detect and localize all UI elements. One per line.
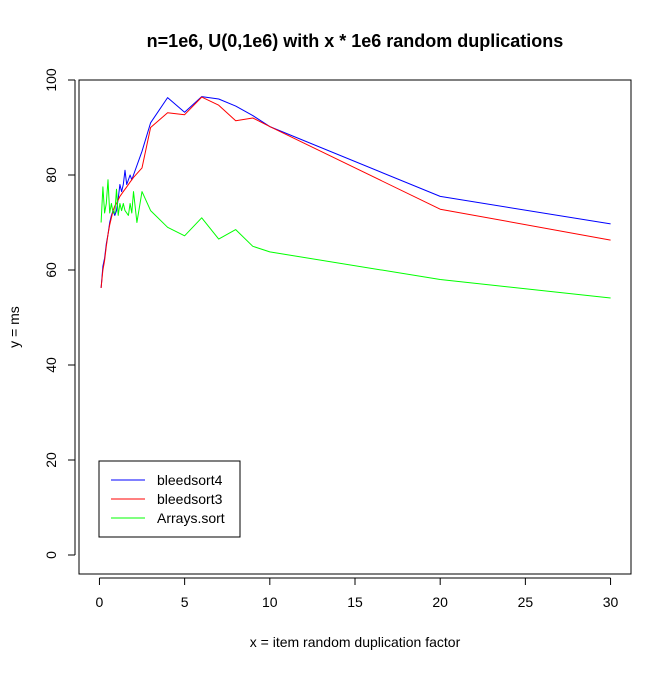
legend: bleedsort4 bleedsort3 Arrays.sort — [98, 460, 241, 538]
y-tick-label: 20 — [43, 452, 59, 468]
legend-label: bleedsort3 — [157, 491, 223, 507]
y-axis-label: y = ms — [6, 306, 22, 348]
x-tick-label: 20 — [432, 594, 448, 610]
series-line-bleedsort4 — [100, 96, 611, 289]
x-tick-label: 30 — [603, 594, 619, 610]
x-tick-label: 10 — [262, 594, 278, 610]
chart-title: n=1e6, U(0,1e6) with x * 1e6 random dupl… — [147, 31, 564, 51]
x-axis: 0 5 10 15 20 25 30 — [96, 577, 619, 610]
y-axis: 0 20 40 60 80 100 — [43, 68, 76, 559]
series-layer — [100, 96, 611, 299]
y-tick-label: 0 — [43, 551, 59, 559]
legend-label: bleedsort4 — [157, 472, 223, 488]
x-tick-label: 5 — [181, 594, 189, 610]
plot-frame — [78, 79, 632, 575]
x-tick-label: 0 — [96, 594, 104, 610]
y-tick-label: 80 — [43, 167, 59, 183]
legend-label: Arrays.sort — [157, 510, 225, 526]
series-line-arrays-sort — [100, 179, 611, 299]
x-tick-label: 15 — [347, 594, 363, 610]
legend-items: bleedsort4 bleedsort3 Arrays.sort — [111, 472, 225, 526]
y-tick-label: 100 — [43, 68, 59, 92]
x-tick-label: 25 — [518, 594, 534, 610]
y-tick-label: 60 — [43, 262, 59, 278]
y-tick-label: 40 — [43, 357, 59, 373]
series-line-bleedsort3 — [100, 96, 611, 289]
x-axis-label: x = item random duplication factor — [250, 634, 461, 650]
